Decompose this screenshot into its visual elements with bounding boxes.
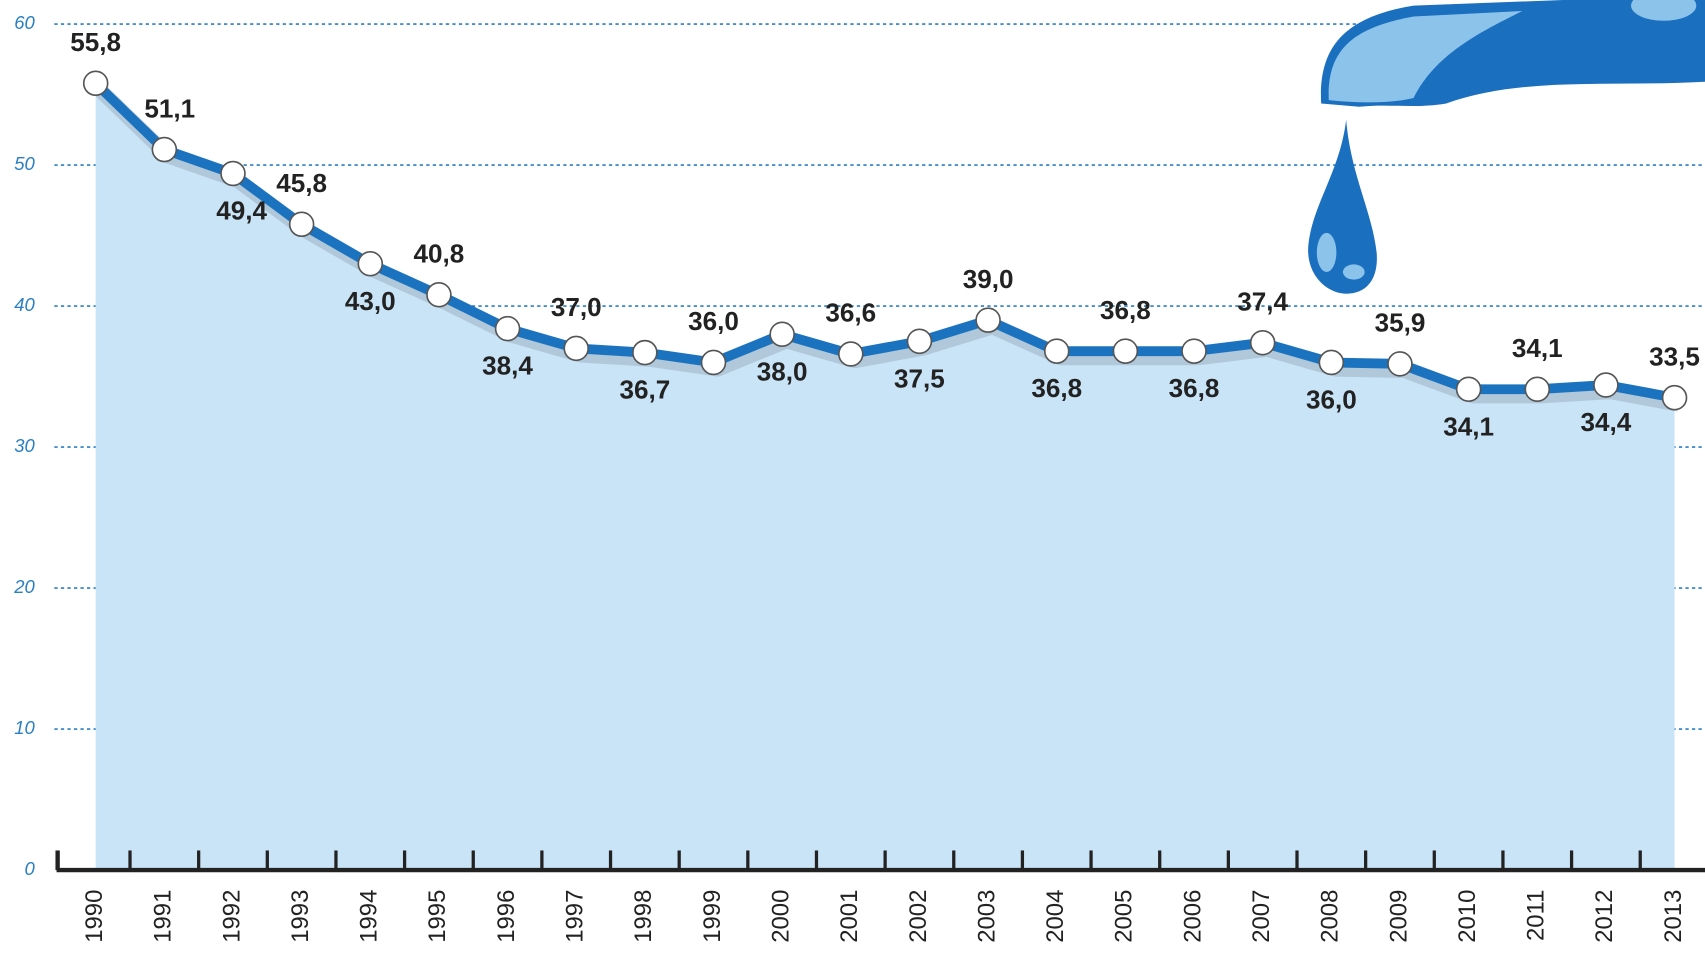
marker <box>82 70 109 97</box>
marker <box>1593 372 1619 398</box>
marker <box>1455 376 1482 403</box>
marker <box>700 349 727 376</box>
data-label: 49,4 <box>216 196 267 226</box>
data-label: 36,0 <box>1306 384 1357 414</box>
y-tick-label: 0 <box>25 858 36 879</box>
data-label: 34,1 <box>1512 333 1563 363</box>
x-tick-label: 2012 <box>1591 890 1618 943</box>
marker <box>975 307 1001 333</box>
data-label: 36,8 <box>1031 373 1082 403</box>
data-label: 38,0 <box>757 356 808 386</box>
y-tick-label: 40 <box>14 294 35 315</box>
x-tick-label: 2011 <box>1523 890 1550 941</box>
data-label: 36,6 <box>825 298 876 328</box>
x-tick-label: 2008 <box>1317 890 1344 943</box>
y-tick-label: 50 <box>14 153 35 174</box>
data-label: 36,0 <box>688 306 739 336</box>
data-label: 34,4 <box>1581 407 1632 437</box>
data-label: 55,8 <box>70 27 121 57</box>
data-label: 51,1 <box>144 93 195 123</box>
data-label: 35,9 <box>1375 308 1426 338</box>
marker <box>769 321 795 348</box>
x-tick-label: 1990 <box>81 890 108 943</box>
marker <box>1181 338 1207 364</box>
data-label: 36,8 <box>1169 373 1220 403</box>
x-tick-label: 2010 <box>1454 890 1481 943</box>
marker <box>288 211 315 238</box>
area <box>95 83 1675 871</box>
x-tick-label: 1993 <box>287 890 314 943</box>
data-label: 37,0 <box>551 292 602 322</box>
faucet <box>1308 0 1705 294</box>
x-tick-label: 2005 <box>1111 890 1138 943</box>
marker <box>151 136 178 163</box>
x-tick-label: 1994 <box>356 890 383 943</box>
data-label: 34,1 <box>1443 411 1494 441</box>
data-label: 40,8 <box>414 239 465 269</box>
x-tick-label: 2013 <box>1660 890 1687 943</box>
x-tick-label: 1998 <box>630 890 657 943</box>
x-tick-label: 1999 <box>699 890 726 943</box>
marker <box>1387 351 1413 377</box>
x-tick-label: 2009 <box>1385 890 1412 943</box>
data-label: 43,0 <box>345 286 396 316</box>
marker <box>494 315 521 342</box>
marker <box>1112 338 1139 364</box>
marker <box>220 160 246 187</box>
marker <box>357 250 384 277</box>
marker <box>563 335 589 362</box>
area-layer <box>95 83 1675 871</box>
data-label: 33,5 <box>1649 341 1700 371</box>
x-tick-label: 2006 <box>1179 890 1206 943</box>
x-tick-label: 2004 <box>1042 890 1069 943</box>
marker <box>1524 376 1551 403</box>
data-label: 36,8 <box>1100 295 1151 325</box>
plot-layer: 1990 1991 1992 1993 1994 1995 1996 1997 1998 1999… <box>55 27 1705 943</box>
marker <box>1249 329 1276 356</box>
data-label: 36,7 <box>619 375 670 405</box>
data-label: 39,0 <box>963 264 1014 294</box>
x-tick-label: 1992 <box>218 890 245 943</box>
y-tick-label: 10 <box>14 717 35 738</box>
marker <box>906 328 933 355</box>
data-label: 38,4 <box>482 351 533 381</box>
y-tick-label: 30 <box>14 435 35 456</box>
marker <box>1043 338 1070 364</box>
marker <box>632 339 658 366</box>
x-tick-label: 2000 <box>767 890 794 943</box>
y-tick-label: 20 <box>13 576 35 597</box>
data-label: 37,4 <box>1237 286 1288 316</box>
marker <box>838 341 864 367</box>
x-tick-label: 2001 <box>836 890 863 943</box>
x-tick-label: 2003 <box>973 890 1000 943</box>
marker <box>426 282 452 308</box>
x-tick-label: 2002 <box>905 890 932 943</box>
x-tick-label: 1995 <box>424 890 451 943</box>
marker <box>1661 384 1688 411</box>
x-tick-label: 1991 <box>150 890 177 943</box>
y-tick-label: 60 <box>14 12 35 33</box>
data-label: 37,5 <box>894 363 945 393</box>
data-label: 45,8 <box>276 168 327 198</box>
x-tick-label: 1996 <box>493 890 520 943</box>
marker <box>1318 349 1345 376</box>
x-tick-label: 1997 <box>562 890 589 943</box>
x-tick-label: 2007 <box>1248 890 1275 943</box>
